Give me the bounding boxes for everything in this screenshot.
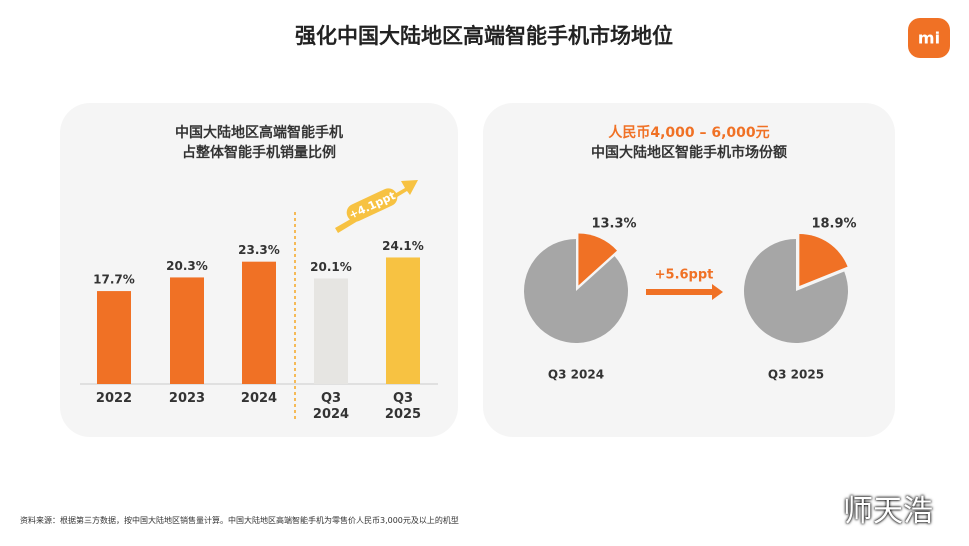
watermark: 师天浩 (843, 494, 933, 529)
slide-title: 强化中国大陆地区高端智能手机市场地位 (295, 24, 673, 48)
pie-rest (744, 239, 849, 344)
x-tick-label: 2024 (240, 391, 278, 406)
value-label: 18.9% (811, 217, 856, 232)
bar (97, 291, 131, 384)
x-tick-label: 2022 (95, 391, 133, 406)
bar (386, 257, 420, 384)
logo-bg (908, 18, 950, 58)
value-label: 23.3% (238, 243, 280, 257)
value-label: 20.1% (310, 260, 352, 274)
value-label: 24.1% (382, 239, 424, 253)
pie-rest (524, 239, 628, 344)
value-label: 20.3% (166, 259, 208, 273)
x-tick-label: Q3 2025 (384, 391, 422, 422)
chart-title: 中国大陆地区高端智能手机 (175, 124, 343, 141)
logo: mi (918, 29, 940, 48)
bar (314, 278, 348, 384)
bar (170, 277, 204, 384)
badge (346, 188, 398, 222)
bar (242, 261, 276, 384)
pie-slice (578, 233, 618, 286)
footnote: 资料来源：根据第三方数据，按中国大陆地区销售量计算。中国大陆地区高端智能手机为零… (20, 516, 459, 525)
value-label: 17.7% (93, 273, 135, 287)
category-label: Q3 2025 (768, 368, 824, 382)
chart-title: 人民币4,000 – 6,000元 (608, 124, 769, 141)
annotation: +5.6ppt (655, 268, 714, 283)
x-tick-label: Q3 2024 (312, 391, 350, 422)
category-label: Q3 2024 (548, 368, 604, 382)
pie-slice (799, 234, 848, 287)
annotation-badge: +4.1ppt (346, 188, 398, 222)
chart-subtitle: 中国大陆地区智能手机市场份额 (591, 144, 787, 161)
x-tick-label: 2023 (168, 391, 206, 406)
chart-subtitle: 占整体智能手机销量比例 (182, 144, 336, 161)
arrow (646, 284, 723, 300)
value-label: 13.3% (591, 217, 636, 232)
